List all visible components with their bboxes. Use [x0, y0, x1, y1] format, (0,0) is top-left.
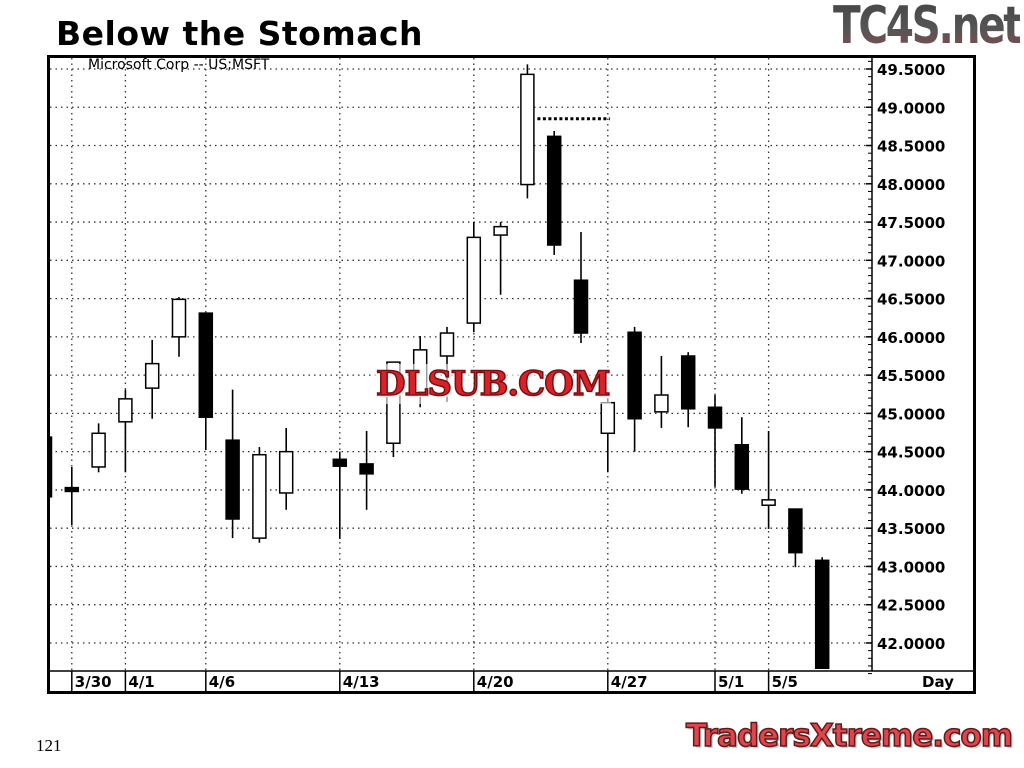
y-tick-label: 42.5000: [877, 597, 945, 615]
candle-down: [627, 326, 642, 452]
y-tick-label: 48.5000: [877, 138, 945, 156]
y-tick-label: 47.0000: [877, 252, 945, 270]
x-axis-label: Day: [922, 673, 954, 691]
candle-body: [144, 362, 160, 389]
candle-body: [91, 432, 106, 468]
candle-down: [64, 466, 80, 526]
y-tick-label: 46.5000: [877, 291, 945, 309]
candle-up: [761, 430, 776, 529]
x-tick-label: 5/1: [718, 673, 744, 691]
candle-body: [761, 499, 776, 506]
candle-down: [707, 395, 723, 487]
candle-body: [118, 398, 133, 423]
x-tick-label: 4/20: [477, 673, 514, 691]
y-axis: 49.5000 49.0000 48.5000 48.0000 47.5000 47.00…: [866, 60, 945, 675]
candle-up: [91, 423, 106, 473]
candle-body: [788, 508, 803, 554]
x-tick-label: 4/1: [128, 673, 154, 691]
candle-body: [734, 444, 750, 490]
y-tick-label: 45.0000: [877, 405, 945, 423]
y-tick-label: 43.0000: [877, 558, 945, 576]
x-tick-label: 4/13: [343, 673, 380, 691]
candle-down: [680, 352, 696, 428]
candle-body: [439, 332, 455, 357]
candle-down: [734, 417, 750, 494]
candle-body: [680, 355, 696, 410]
candle-up: [466, 222, 482, 333]
candle-body: [627, 331, 642, 420]
y-tick-label: 42.0000: [877, 635, 945, 653]
y-tick-label: 45.5000: [877, 367, 945, 385]
y-tick-label: 47.5000: [877, 214, 945, 232]
candle-up: [654, 355, 669, 428]
y-tick-label: 49.0000: [877, 99, 945, 117]
candle-body: [359, 463, 374, 475]
y-tick-label: 43.5000: [877, 520, 945, 538]
candle-down: [359, 430, 374, 510]
watermark: DLSUB.COM: [374, 363, 612, 405]
candle-up: [252, 447, 267, 543]
tc4s-logo: TC4S.net: [833, 0, 1023, 56]
candle-body: [546, 135, 562, 246]
x-tick-label: 4/6: [209, 673, 235, 691]
x-tick-label: 3/30: [75, 673, 112, 691]
candle-down: [573, 232, 589, 343]
candle-down: [546, 130, 562, 255]
candle-up: [171, 297, 187, 357]
candle-body: [332, 458, 348, 467]
candle-body: [814, 559, 830, 669]
candle-body: [64, 486, 80, 493]
frame-mask: [20, 57, 50, 677]
candle-down: [814, 557, 830, 669]
candle-down: [198, 312, 214, 451]
candle-body: [600, 401, 616, 435]
y-tick-label: 48.0000: [877, 176, 945, 194]
candle-up: [493, 222, 508, 295]
tradersxtreme-logo: TradersXtreme.com: [685, 717, 1014, 755]
candle-body: [520, 73, 535, 186]
slide-title: Below the Stomach: [56, 14, 424, 53]
candles: [20, 56, 830, 693]
candle-body: [573, 279, 589, 334]
x-axis: 3/30 4/1 4/6 4/13 4/20 4/27 5/1 5/5: [71, 671, 798, 692]
chart-title: Microsoft Corp -- US;MSFT: [88, 57, 270, 73]
candle-up: [118, 389, 133, 473]
y-tick-label: 44.5000: [877, 444, 945, 462]
candle-body: [707, 406, 723, 429]
candle-body: [493, 225, 508, 236]
candle-down: [788, 508, 803, 568]
candle-body: [171, 298, 187, 338]
candle-body: [654, 394, 669, 413]
candle-down: [332, 451, 348, 539]
candle-body: [225, 439, 240, 520]
y-tick-label: 49.5000: [877, 61, 945, 79]
x-tick-label: 5/5: [772, 673, 798, 691]
candle-body: [466, 236, 482, 324]
candle-up: [520, 64, 535, 199]
y-tick-label: 44.0000: [877, 482, 945, 500]
y-tick-label: 46.0000: [877, 329, 945, 347]
candle-body: [278, 450, 294, 494]
candle-body: [252, 453, 267, 539]
x-tick-label: 4/27: [611, 673, 648, 691]
candle-up: [278, 427, 294, 510]
candle-down: [225, 389, 240, 539]
page-number: 121: [36, 736, 62, 755]
candle-up: [144, 339, 160, 419]
candle-body: [198, 312, 214, 418]
